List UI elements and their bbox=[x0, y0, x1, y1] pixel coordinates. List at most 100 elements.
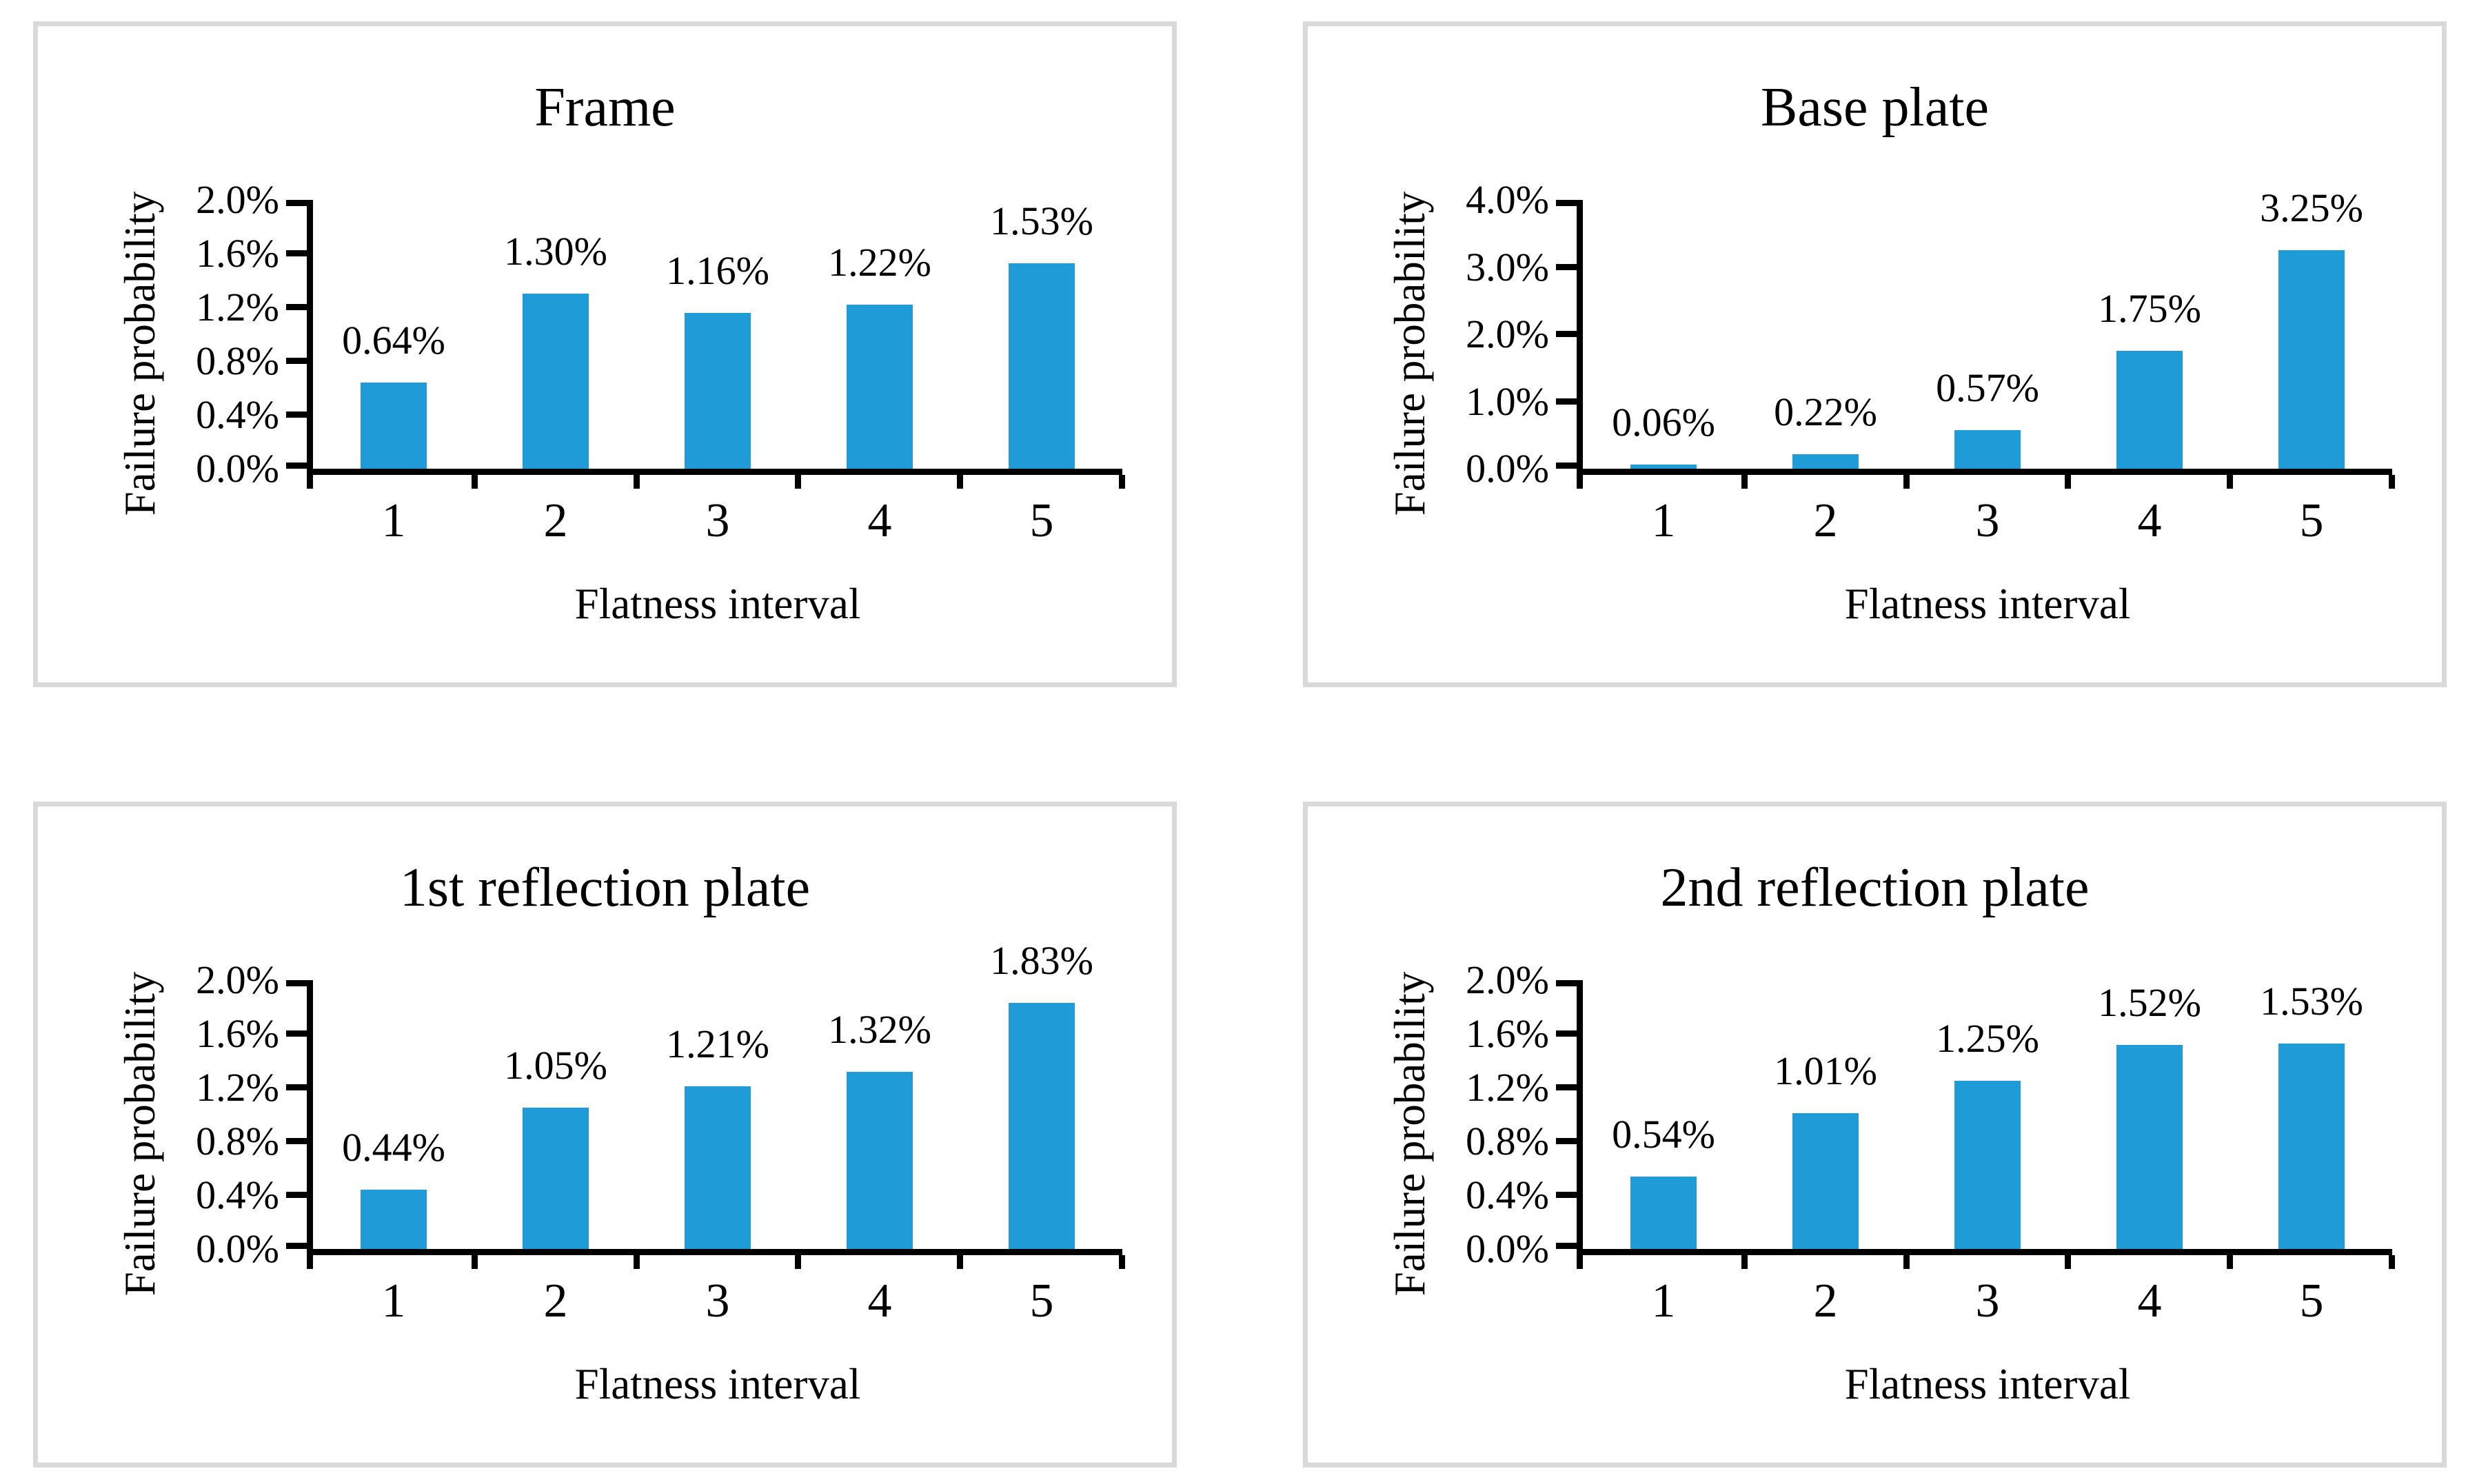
plot-area: 0.0% 1.0% 2.0% 3.0% 4.0% 0.06% 1 0.22% 2 0.57% 3 1.… bbox=[1466, 177, 2395, 547]
y-axis-tick-label: 2.0% bbox=[1466, 957, 1549, 1002]
bar bbox=[685, 1086, 751, 1249]
bar-value-label: 0.54% bbox=[1612, 1112, 1715, 1157]
x-axis-tick bbox=[795, 1255, 801, 1269]
x-axis-tick bbox=[1903, 475, 1910, 489]
y-axis-tick-label: 0.0% bbox=[196, 446, 279, 491]
bar bbox=[2116, 1045, 2183, 1249]
bar bbox=[523, 294, 589, 469]
y-axis-tick bbox=[286, 980, 307, 986]
x-axis-tick bbox=[795, 475, 801, 489]
y-axis-tick bbox=[1556, 1192, 1577, 1198]
x-axis-tick bbox=[1119, 1255, 1125, 1269]
x-axis-title: Flatness interval bbox=[1844, 580, 2131, 628]
y-axis-tick bbox=[1556, 1030, 1577, 1037]
y-axis-tick bbox=[286, 250, 307, 256]
x-axis-tick-label: 4 bbox=[867, 494, 892, 547]
y-axis-tick bbox=[1556, 398, 1577, 405]
y-axis-tick bbox=[286, 200, 307, 206]
y-axis-tick-label: 1.0% bbox=[1466, 379, 1549, 424]
x-axis-tick bbox=[2065, 1255, 2071, 1269]
y-axis-tick-label: 0.0% bbox=[1466, 1226, 1549, 1271]
x-axis-tick-label: 4 bbox=[2137, 1274, 2162, 1328]
x-axis-tick bbox=[2227, 1255, 2233, 1269]
y-axis-tick bbox=[1556, 1084, 1577, 1090]
y-axis-tick bbox=[1556, 463, 1577, 469]
chart-title: 2nd reflection plate bbox=[1660, 857, 2090, 918]
y-axis-tick-label: 0.8% bbox=[1466, 1119, 1549, 1163]
bar-value-label: 0.44% bbox=[342, 1125, 445, 1170]
bar-value-label: 1.25% bbox=[1936, 1016, 2039, 1061]
chart-panel-1st-reflection-plate: 1st reflection plate Failure probability… bbox=[33, 802, 1177, 1467]
x-axis-tick bbox=[957, 1255, 963, 1269]
y-axis-tick bbox=[286, 463, 307, 469]
x-axis-tick bbox=[2227, 475, 2233, 489]
bar-value-label: 1.01% bbox=[1774, 1048, 1877, 1093]
x-axis-tick-label: 3 bbox=[705, 1274, 730, 1328]
bar-value-label: 1.53% bbox=[2260, 979, 2363, 1024]
x-axis-tick-label: 2 bbox=[543, 1274, 568, 1328]
x-axis-tick-label: 4 bbox=[867, 1274, 892, 1328]
x-axis-tick-label: 5 bbox=[1029, 1274, 1054, 1328]
y-axis-tick bbox=[286, 358, 307, 364]
x-axis-tick bbox=[1577, 475, 1583, 489]
bar bbox=[361, 383, 427, 469]
bar-value-label: 1.22% bbox=[828, 240, 931, 285]
bar bbox=[523, 1108, 589, 1249]
chart-panel-2nd-reflection-plate: 2nd reflection plate Failure probability… bbox=[1303, 802, 2447, 1467]
x-axis-tick-label: 1 bbox=[1651, 494, 1676, 547]
y-axis-tick-label: 1.6% bbox=[1466, 1011, 1549, 1056]
x-axis-tick-label: 3 bbox=[1975, 1274, 2000, 1328]
bar bbox=[2278, 1044, 2345, 1249]
bar-value-label: 1.53% bbox=[990, 199, 1093, 243]
x-axis-tick-label: 1 bbox=[381, 1274, 406, 1328]
x-axis-tick bbox=[1741, 1255, 1748, 1269]
x-axis-tick-label: 3 bbox=[1975, 494, 2000, 547]
x-axis-tick bbox=[2389, 1255, 2395, 1269]
x-axis-tick-label: 5 bbox=[1029, 494, 1054, 547]
y-axis-tick bbox=[1556, 200, 1577, 206]
y-axis-tick bbox=[286, 1192, 307, 1198]
bar bbox=[361, 1190, 427, 1249]
y-axis-tick bbox=[286, 304, 307, 310]
x-axis-tick bbox=[1119, 475, 1125, 489]
y-axis-tick bbox=[286, 1138, 307, 1144]
chart-panel-frame: Frame Failure probability 0.0% 0.4% 0.8% 1.… bbox=[33, 21, 1177, 687]
x-axis-tick-label: 1 bbox=[1651, 1274, 1676, 1328]
chart-panel-base-plate: Base plate Failure probability 0.0% 1.0% 2… bbox=[1303, 21, 2447, 687]
x-axis-tick-label: 5 bbox=[2299, 1274, 2324, 1328]
x-axis-tick bbox=[472, 475, 478, 489]
y-axis-tick bbox=[286, 1084, 307, 1090]
y-axis-tick bbox=[286, 1243, 307, 1249]
y-axis-tick bbox=[1556, 331, 1577, 337]
x-axis-tick bbox=[634, 1255, 640, 1269]
bar bbox=[1009, 263, 1075, 469]
bar bbox=[1630, 465, 1697, 469]
bar bbox=[2278, 250, 2345, 469]
x-axis-title: Flatness interval bbox=[574, 580, 861, 628]
bar bbox=[1630, 1177, 1697, 1249]
y-axis-tick-label: 0.4% bbox=[196, 392, 279, 437]
x-axis-tick bbox=[1903, 1255, 1910, 1269]
bar-value-label: 0.64% bbox=[342, 318, 445, 363]
y-axis-tick-label: 0.8% bbox=[196, 338, 279, 383]
y-axis-tick-label: 2.0% bbox=[196, 177, 279, 222]
y-axis-tick-label: 1.2% bbox=[196, 285, 279, 329]
y-axis-tick-label: 4.0% bbox=[1466, 177, 1549, 222]
bar-value-label: 1.16% bbox=[666, 248, 769, 293]
bar-value-label: 1.75% bbox=[2098, 286, 2201, 331]
bar bbox=[847, 1072, 913, 1249]
y-axis-tick-label: 1.2% bbox=[1466, 1065, 1549, 1110]
bar-value-label: 1.21% bbox=[666, 1021, 769, 1066]
x-axis-tick bbox=[634, 475, 640, 489]
plot-area: 0.0% 0.4% 0.8% 1.2% 1.6% 2.0% 0.64% 1 1.30% 2 1.16… bbox=[196, 177, 1125, 547]
bar-value-label: 1.32% bbox=[828, 1007, 931, 1052]
y-axis-tick-label: 0.4% bbox=[1466, 1172, 1549, 1217]
x-axis-tick-label: 2 bbox=[1813, 494, 1838, 547]
bar-value-label: 1.83% bbox=[990, 938, 1093, 983]
y-axis-tick bbox=[1556, 264, 1577, 270]
x-axis-tick-label: 3 bbox=[705, 494, 730, 547]
x-axis-tick bbox=[1741, 475, 1748, 489]
bar bbox=[1792, 1113, 1859, 1249]
y-axis-tick-label: 1.6% bbox=[196, 1011, 279, 1056]
plot-area: 0.0% 0.4% 0.8% 1.2% 1.6% 2.0% 0.54% 1 1.01% 2 1.25… bbox=[1466, 957, 2395, 1328]
